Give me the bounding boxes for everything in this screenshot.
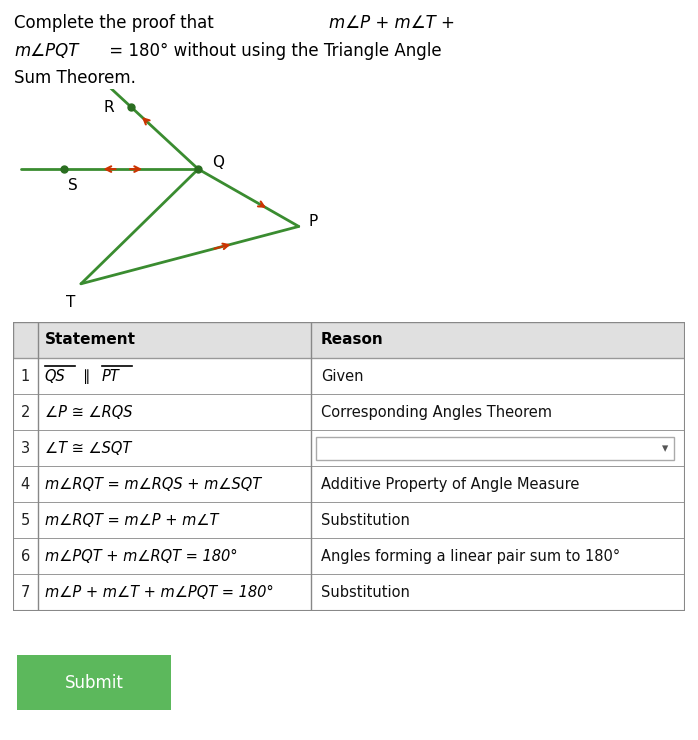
Bar (13, 430, 685, 466)
Text: P: P (309, 215, 318, 229)
Text: Substitution: Substitution (321, 585, 410, 600)
Bar (13, 394, 685, 430)
Text: PT: PT (102, 369, 120, 383)
Text: Additive Property of Angle Measure: Additive Property of Angle Measure (321, 477, 579, 492)
Text: m∠PQT: m∠PQT (14, 41, 78, 60)
Text: m∠RQT = m∠P + m∠T: m∠RQT = m∠P + m∠T (45, 513, 218, 528)
Text: QS: QS (45, 369, 66, 383)
FancyBboxPatch shape (8, 651, 180, 713)
Text: Corresponding Angles Theorem: Corresponding Angles Theorem (321, 405, 551, 420)
Text: 7: 7 (21, 585, 30, 600)
Text: Statement: Statement (45, 332, 136, 348)
Text: 2: 2 (21, 405, 30, 420)
Text: R: R (104, 100, 114, 115)
Bar (13, 322, 685, 358)
Bar (13, 574, 685, 610)
Text: T: T (66, 295, 75, 310)
Text: Reason: Reason (321, 332, 383, 348)
Text: = 180° without using the Triangle Angle: = 180° without using the Triangle Angle (105, 41, 442, 60)
Bar (13, 358, 685, 394)
Text: m∠P + m∠T + m∠PQT = 180°: m∠P + m∠T + m∠PQT = 180° (45, 585, 274, 600)
Text: ∥: ∥ (82, 369, 89, 383)
Text: S: S (68, 178, 77, 192)
Bar (13, 539, 685, 574)
Bar (13, 466, 685, 502)
Text: ∠P ≅ ∠RQS: ∠P ≅ ∠RQS (45, 405, 133, 420)
Text: Q: Q (211, 155, 223, 169)
Text: 4: 4 (21, 477, 30, 492)
Text: ▾: ▾ (662, 442, 669, 454)
Text: m∠P + m∠T +: m∠P + m∠T + (329, 14, 455, 32)
Text: m∠RQT = m∠RQS + m∠SQT: m∠RQT = m∠RQS + m∠SQT (45, 477, 261, 492)
Text: 5: 5 (21, 513, 30, 528)
Bar (13, 502, 685, 539)
Text: 1: 1 (21, 369, 30, 383)
Text: m∠PQT + m∠RQT = 180°: m∠PQT + m∠RQT = 180° (45, 549, 237, 564)
Text: Given: Given (321, 369, 363, 383)
Text: Angles forming a linear pair sum to 180°: Angles forming a linear pair sum to 180° (321, 549, 620, 564)
Text: 3: 3 (21, 440, 30, 456)
Bar (316, 437, 674, 460)
Text: ∠T ≅ ∠SQT: ∠T ≅ ∠SQT (45, 440, 131, 456)
Text: Submit: Submit (65, 673, 124, 692)
Text: 6: 6 (21, 549, 30, 564)
Text: Substitution: Substitution (321, 513, 410, 528)
Text: Sum Theorem.: Sum Theorem. (14, 70, 136, 87)
Text: Complete the proof that: Complete the proof that (14, 14, 219, 32)
